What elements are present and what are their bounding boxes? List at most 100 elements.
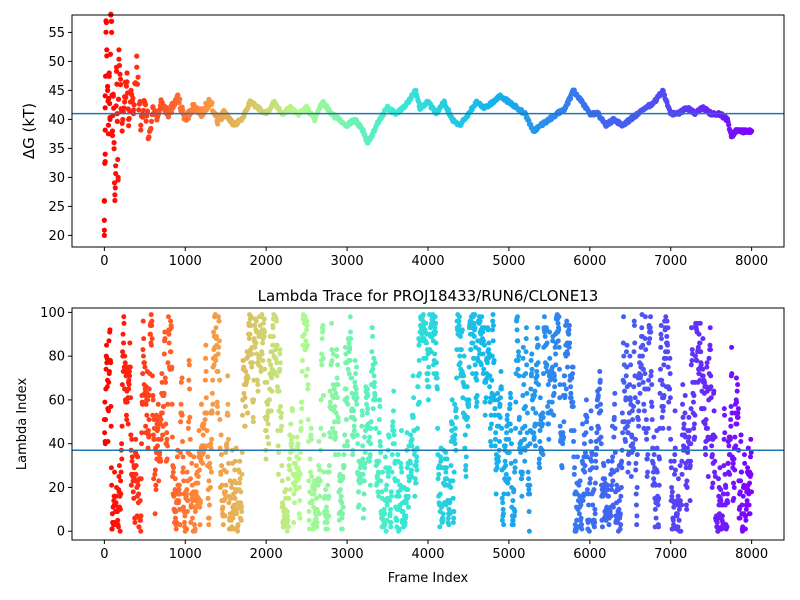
lambda-point [303, 338, 309, 344]
lambda-point [105, 439, 111, 445]
lambda-point [213, 325, 219, 331]
lambda-point [332, 403, 338, 409]
delta-g-point [117, 76, 124, 82]
lambda-point [346, 340, 352, 346]
lambda-point [195, 474, 201, 480]
x-tick-label: 8000 [735, 254, 768, 269]
lambda-point [605, 458, 611, 464]
delta-g-point [740, 128, 747, 134]
delta-g-point [312, 116, 318, 122]
lambda-point [235, 528, 241, 534]
lambda-point [184, 469, 190, 475]
x-tick-label: 4000 [411, 547, 444, 562]
lambda-point [348, 336, 354, 342]
lambda-point [700, 366, 706, 372]
lambda-point [460, 395, 466, 401]
lambda-point [168, 349, 174, 355]
lambda-point [390, 408, 396, 414]
lambda-point [506, 449, 512, 455]
lambda-point [620, 340, 626, 346]
lambda-point [382, 454, 388, 460]
lambda-point [735, 382, 741, 388]
lambda-point [108, 360, 114, 366]
lambda-point [660, 425, 666, 431]
lambda-point [321, 469, 327, 475]
lambda-point [308, 425, 314, 431]
lambda-point [711, 408, 717, 414]
delta-g-point [105, 87, 111, 93]
lambda-point [647, 325, 653, 331]
lambda-point [577, 493, 583, 499]
lambda-point [511, 513, 517, 519]
x-tick-label: 7000 [654, 254, 687, 269]
lambda-point [404, 430, 410, 436]
lambda-point [743, 513, 749, 519]
lambda-point [380, 469, 386, 475]
lambda-point [512, 465, 518, 471]
lambda-point [708, 384, 714, 390]
lambda-point [734, 388, 740, 394]
lambda-point [239, 449, 245, 455]
lambda-point [189, 515, 195, 521]
lambda-point [144, 412, 150, 418]
lambda-point [143, 423, 149, 429]
lambda-point [709, 443, 715, 449]
lambda-point [610, 504, 616, 510]
lambda-point [180, 469, 186, 475]
lambda-point [262, 329, 268, 335]
lambda-point [551, 373, 557, 379]
lambda-point [391, 428, 397, 434]
lambda-point [571, 454, 577, 460]
lambda-point [238, 517, 244, 523]
lambda-point [237, 476, 243, 482]
lambda-point [375, 469, 381, 475]
lambda-point [206, 502, 212, 508]
lambda-point [377, 439, 383, 445]
lambda-point [151, 476, 157, 482]
lambda-point [149, 323, 155, 329]
delta-g-point [121, 105, 127, 111]
lambda-point [181, 519, 187, 525]
lambda-point [471, 320, 477, 326]
lambda-point [331, 386, 337, 392]
delta-g-point [103, 29, 109, 35]
lambda-point [335, 382, 341, 388]
delta-g-point [182, 116, 188, 122]
lambda-point [557, 395, 563, 401]
lambda-point [491, 358, 497, 364]
lambda-point [654, 469, 660, 475]
lambda-point [744, 498, 750, 504]
lambda-point [627, 397, 633, 403]
lambda-point [507, 390, 513, 396]
lambda-point [333, 410, 339, 416]
lambda-point [709, 484, 715, 490]
lambda-point [187, 436, 193, 442]
lambda-point [488, 412, 494, 418]
lambda-point [522, 436, 528, 442]
delta-g-point [109, 128, 116, 134]
lambda-point [382, 522, 388, 528]
lambda-point [630, 417, 636, 423]
lambda-point [166, 331, 172, 337]
lambda-point [189, 460, 195, 466]
lambda-point [188, 476, 194, 482]
lambda-point [174, 454, 180, 460]
lambda-point [435, 425, 441, 431]
lambda-point [627, 382, 633, 388]
lambda-point [224, 441, 230, 447]
lambda-point [403, 500, 409, 506]
lambda-point [148, 342, 154, 348]
lambda-point [326, 469, 332, 475]
lambda-point [188, 519, 194, 525]
lambda-point [519, 493, 525, 499]
delta-g-point [148, 125, 154, 132]
lambda-point [320, 327, 326, 333]
lambda-point [646, 340, 652, 346]
lambda-point [738, 439, 744, 445]
lambda-point [277, 347, 283, 353]
lambda-point [289, 408, 295, 414]
lambda-point [733, 443, 739, 449]
lambda-point [480, 371, 486, 377]
lambda-point [126, 377, 132, 383]
lambda-point [243, 368, 249, 374]
